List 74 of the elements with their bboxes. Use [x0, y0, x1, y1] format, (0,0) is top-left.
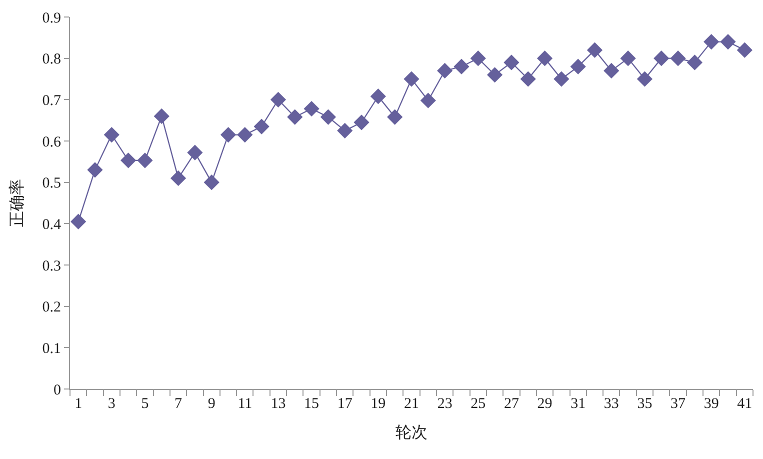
point [104, 127, 120, 143]
point [337, 122, 353, 138]
y-tick-label: 0.9 [42, 10, 61, 26]
x-tick-label: 39 [704, 396, 719, 412]
point [204, 174, 220, 190]
point [520, 71, 536, 87]
point [437, 62, 453, 79]
y-tick-label: 0.3 [42, 258, 61, 274]
x-tick-label: 29 [537, 396, 552, 412]
point [620, 50, 636, 66]
point [736, 42, 752, 58]
point [636, 71, 653, 87]
point [237, 127, 253, 143]
point [137, 152, 153, 168]
point [370, 88, 386, 104]
point [454, 58, 470, 74]
point [270, 92, 286, 108]
x-tick-label: 25 [470, 396, 486, 412]
point [604, 62, 620, 79]
x-tick-label: 3 [108, 396, 116, 412]
x-tick-label: 23 [437, 396, 452, 412]
point [536, 50, 553, 66]
point [354, 114, 370, 130]
x-tick-label: 33 [604, 396, 619, 412]
point [404, 71, 420, 87]
point [70, 214, 86, 230]
y-axis-title: 正确率 [8, 179, 26, 227]
x-tick-label: 37 [670, 396, 686, 412]
y-tick-label: 0 [54, 382, 61, 398]
point [470, 50, 486, 66]
x-tick-label: 1 [74, 396, 82, 412]
point [220, 127, 236, 143]
y-tick-label: 0.4 [42, 216, 62, 233]
x-tick-label: 5 [141, 396, 149, 412]
y-tick-label: 0.7 [42, 92, 62, 109]
x-tick-label: 11 [238, 396, 252, 412]
y-tick-label: 0.8 [42, 52, 61, 68]
y-tick-label: 0.5 [42, 176, 61, 192]
point [287, 109, 303, 125]
point [704, 34, 720, 50]
x-tick-label: 7 [174, 396, 183, 412]
point [554, 71, 570, 87]
x-tick-label: 19 [370, 396, 386, 412]
point [570, 58, 586, 74]
point [387, 109, 403, 125]
point [670, 50, 686, 66]
x-axis-title: 轮次 [396, 424, 428, 442]
point [720, 34, 736, 50]
point [154, 108, 170, 124]
point [486, 67, 503, 83]
x-tick-label: 27 [504, 396, 520, 412]
point [120, 152, 136, 168]
point [304, 100, 320, 117]
x-tick-label: 17 [337, 396, 353, 412]
x-tick-label: 9 [208, 396, 216, 412]
y-tick-label: 0.6 [42, 134, 62, 150]
point [686, 54, 702, 70]
point [254, 118, 270, 134]
x-tick-label: 31 [570, 396, 586, 412]
x-tick-label: 13 [270, 396, 286, 412]
point [87, 162, 103, 178]
y-tick-label: 0.2 [42, 300, 61, 316]
x-tick-label: 21 [404, 396, 419, 412]
x-tick-label: 35 [637, 396, 652, 412]
x-tick-label: 41 [737, 396, 752, 412]
point [654, 50, 670, 66]
point [320, 109, 336, 125]
point [170, 170, 186, 186]
x-tick-label: 15 [304, 396, 320, 412]
point [586, 42, 603, 58]
point [187, 144, 203, 160]
y-tick-label: 0.1 [42, 340, 61, 357]
point [420, 92, 436, 108]
point [504, 54, 520, 70]
